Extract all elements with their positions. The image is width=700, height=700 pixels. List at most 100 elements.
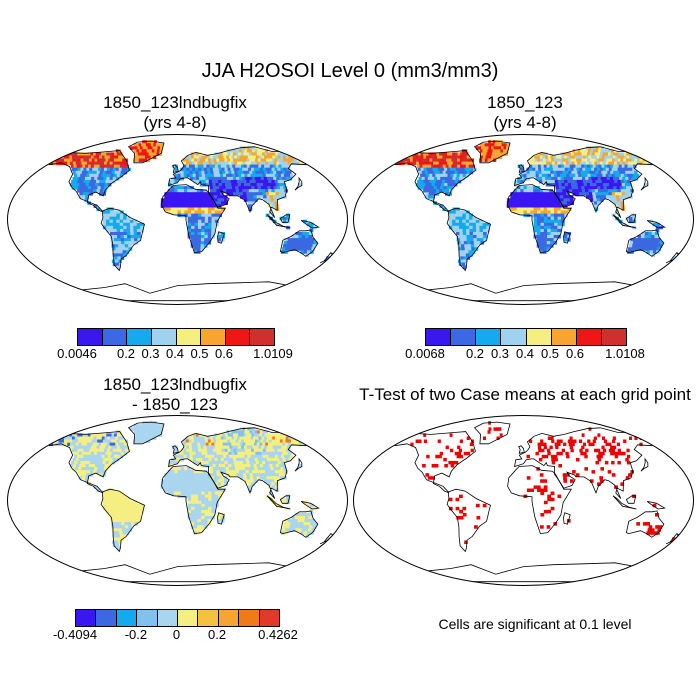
coastline-eurasia	[514, 146, 660, 218]
panel4-title: T-Test of two Case means at each grid po…	[359, 385, 691, 404]
coastline-australia	[625, 229, 665, 257]
colorbar-tick-label: 0.2	[116, 346, 136, 361]
colorbar-tick-label: 0.5	[190, 346, 209, 361]
coastline-greenland	[127, 421, 165, 445]
colorbar-swatch	[127, 329, 152, 345]
coastline-newguinea	[646, 501, 666, 510]
colorbar-tick-label: 0.3	[490, 346, 510, 361]
coastline-newguinea	[300, 501, 320, 510]
coastline-uk	[172, 445, 179, 454]
coastline-madagascar	[563, 512, 571, 525]
coastline-eurasia	[168, 146, 314, 218]
panel1-title-line1: 1850_123lndbugfix	[103, 93, 247, 112]
panel3-map	[7, 415, 348, 586]
colorbar-swatch	[451, 329, 477, 345]
coastline-uk	[518, 445, 525, 454]
colorbar-swatch	[250, 329, 274, 345]
colorbar-swatch	[157, 610, 179, 626]
coastline-uk	[172, 164, 179, 173]
colorbar-swatch	[551, 329, 577, 345]
colorbar-swatch	[76, 610, 97, 626]
colorbar-swatch	[225, 329, 251, 345]
coastline-africa	[507, 465, 573, 535]
colorbar-swatch	[601, 329, 626, 345]
colorbar-tick-label: 0.2	[465, 346, 485, 361]
colorbar-swatch	[151, 329, 177, 345]
coastline-borneo	[625, 214, 637, 223]
coastline-japan	[640, 176, 649, 191]
panel2-colorbar	[425, 328, 627, 346]
land-cells	[396, 140, 681, 270]
colorbar-swatch	[102, 329, 128, 345]
colorbar-tick-label: 0.4	[165, 346, 185, 361]
colorbar-tick-label: 1.0109	[253, 346, 293, 361]
panel3-title: 1850_123lndbugfix - 1850_123	[50, 375, 300, 415]
coastline-madagascar	[217, 512, 225, 525]
colorbar-swatch	[96, 610, 117, 626]
coastline-australia	[279, 510, 319, 538]
panel1-colorbar	[77, 328, 275, 346]
figure-title: JJA H2OSOI Level 0 (mm3/mm3)	[201, 60, 499, 82]
coastlines	[392, 421, 682, 583]
colorbar-swatch	[239, 610, 260, 626]
colorbar-swatch	[426, 329, 452, 345]
coastline-indonesia	[266, 495, 291, 510]
significance-note: Cells are significant at 0.1 level	[438, 616, 632, 632]
coastline-indonesia	[612, 495, 637, 510]
coastline-newguinea	[646, 220, 666, 229]
map-outline	[7, 415, 348, 586]
coastline-madagascar	[563, 231, 571, 244]
coastline-japan	[294, 457, 303, 472]
land-cells	[396, 421, 681, 544]
colorbar-swatch	[259, 610, 280, 626]
panel2-title-line1: 1850_123	[487, 93, 563, 112]
coastline-northamerica	[47, 150, 130, 213]
colorbar-swatch	[137, 610, 158, 626]
colorbar-swatch	[576, 329, 602, 345]
colorbar-tick-label: 0.3	[141, 346, 160, 361]
map-outline	[353, 415, 694, 586]
colorbar-swatch	[78, 329, 103, 345]
coastline-australia	[279, 229, 319, 257]
panel3-title-line2: - 1850_123	[131, 395, 219, 414]
coastlines	[46, 421, 336, 583]
colorbar-swatch	[201, 329, 226, 345]
land-cells	[50, 421, 335, 551]
coastline-borneo	[625, 495, 637, 504]
colorbar-tick-label: -0.4094	[52, 627, 98, 642]
colorbar-tick-label: 0.0046	[57, 346, 97, 361]
colorbar-swatch	[218, 610, 240, 626]
coastlines	[46, 140, 336, 302]
coastline-uk	[518, 164, 525, 173]
panel2-title-line2: (yrs 4-8)	[493, 113, 557, 132]
coastline-northamerica	[393, 150, 476, 213]
coastline-borneo	[279, 214, 291, 223]
colorbar-tick-label: 0.4262	[258, 627, 298, 642]
panel4-map	[353, 415, 694, 586]
colorbar-tick-label: 0.5	[540, 346, 560, 361]
colorbar-swatch	[476, 329, 502, 345]
colorbar-tick-label: 0	[172, 627, 181, 642]
coastline-borneo	[279, 495, 291, 504]
colorbar-tick-label: -0.2	[124, 627, 148, 642]
coastline-southamerica	[446, 207, 491, 272]
panel2-map	[353, 134, 694, 305]
coastline-africa	[161, 465, 227, 535]
coastline-greenland	[127, 140, 165, 164]
coastline-madagascar	[217, 231, 225, 244]
panel1-map	[7, 134, 348, 305]
coastline-indonesia	[612, 214, 637, 229]
coastline-greenland	[473, 421, 511, 445]
colorbar-swatch	[176, 329, 202, 345]
coastline-japan	[294, 176, 303, 191]
coastline-eurasia	[514, 427, 660, 499]
coastline-newguinea	[300, 220, 320, 229]
colorbar-swatch	[526, 329, 552, 345]
coastline-japan	[640, 457, 649, 472]
colorbar-swatch	[178, 610, 199, 626]
panel1-title-line2: (yrs 4-8)	[143, 113, 207, 132]
coastline-africa	[507, 184, 573, 254]
colorbar-tick-label: 0.6	[565, 346, 585, 361]
colorbar-swatch	[198, 610, 219, 626]
colorbar-tick-label: 0.6	[214, 346, 234, 361]
